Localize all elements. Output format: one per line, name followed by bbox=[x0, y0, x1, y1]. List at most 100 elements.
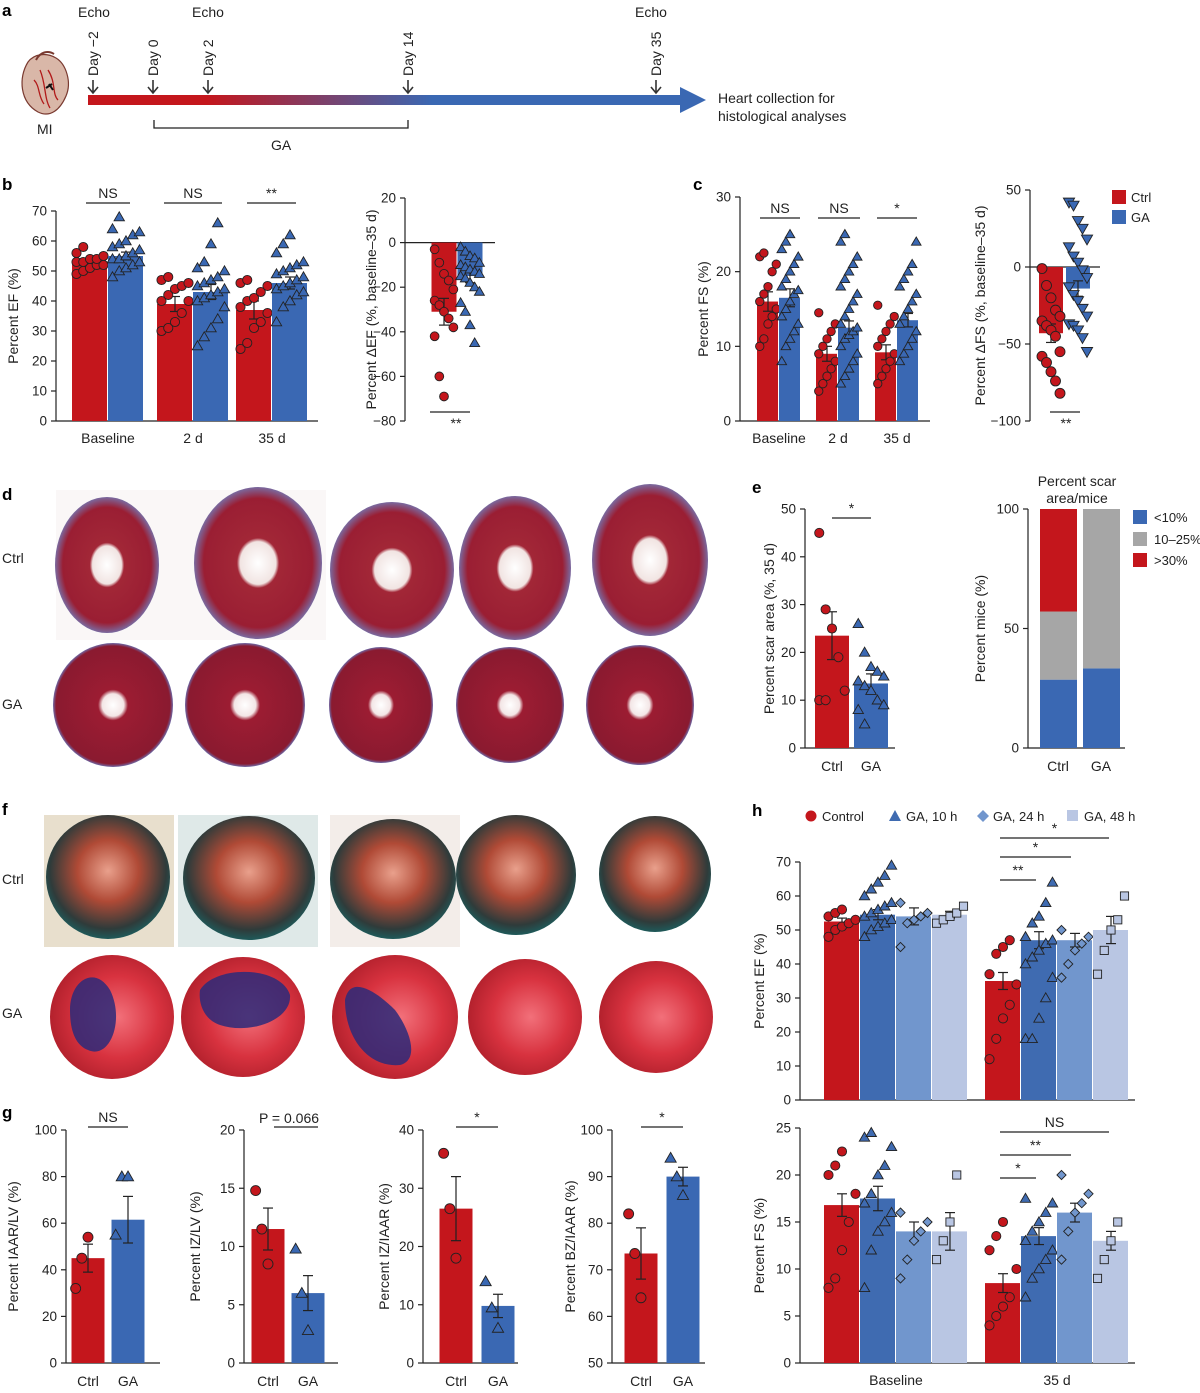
panel-label-a: a bbox=[2, 1, 12, 20]
h1-data-point bbox=[836, 904, 848, 915]
c1-data-point bbox=[776, 355, 788, 366]
c1-data-point bbox=[843, 303, 855, 313]
legend-e-swatch-1 bbox=[1133, 510, 1147, 524]
e2-stack-segment bbox=[1040, 509, 1077, 612]
b2-data-point bbox=[448, 322, 459, 333]
b2-data-point bbox=[439, 268, 449, 279]
e1-category-label: GA bbox=[861, 758, 882, 774]
c1-data-point bbox=[767, 267, 777, 277]
g4-y-tick-label: 80 bbox=[588, 1216, 603, 1231]
panel-label-e: e bbox=[752, 478, 761, 497]
h2-data-point bbox=[1056, 1169, 1067, 1181]
c1-data-point bbox=[851, 288, 863, 298]
e1-data-point bbox=[865, 684, 877, 695]
c1-data-point bbox=[822, 371, 832, 381]
b1-bar-ga bbox=[108, 256, 143, 421]
h2-data-point bbox=[997, 1216, 1009, 1228]
g3-y-axis-label: Percent IZ/IAAR (%) bbox=[376, 1183, 392, 1310]
h1-data-point bbox=[850, 914, 861, 925]
h2-data-point bbox=[931, 1255, 942, 1265]
h2-y-tick-label: 5 bbox=[783, 1309, 791, 1324]
c1-data-point bbox=[847, 355, 859, 366]
b2-data-point bbox=[473, 285, 486, 296]
h2-data-point bbox=[1092, 1273, 1103, 1283]
c1-data-point bbox=[894, 280, 906, 291]
b2-y-tick-label: −40 bbox=[373, 324, 396, 339]
chart-g4: 50 60 70 80 90 100 Percent BZ/IAAR (%) Ctrl GA * bbox=[562, 1109, 705, 1389]
h2-y-tick-label: 20 bbox=[776, 1168, 791, 1183]
e1-data-point bbox=[877, 698, 890, 710]
h2-data-point bbox=[922, 1216, 933, 1228]
day-label-2: Day 2 bbox=[200, 39, 216, 76]
e1-data-point bbox=[858, 679, 871, 691]
c2-data-point bbox=[1062, 282, 1076, 294]
e1-data-point bbox=[871, 694, 884, 705]
ttc-ctrl-heart-5 bbox=[599, 816, 711, 932]
c1-significance-label: * bbox=[894, 200, 900, 216]
b1-data-point bbox=[297, 270, 310, 282]
g2-y-tick-label: 0 bbox=[227, 1356, 235, 1371]
b2-data-point bbox=[443, 313, 454, 324]
c1-data-point bbox=[835, 340, 847, 351]
h2-y-tick-label: 10 bbox=[776, 1262, 791, 1277]
e2-stack-segment bbox=[1083, 668, 1120, 748]
c1-data-point bbox=[847, 258, 859, 269]
b1-bar-ga bbox=[272, 283, 307, 421]
c1-category-label: 35 d bbox=[883, 430, 910, 446]
legend-e-label-2: 10–25% bbox=[1154, 532, 1200, 547]
b1-y-tick-label: 10 bbox=[32, 384, 47, 399]
c1-significance-label: NS bbox=[770, 200, 789, 216]
h1-data-point bbox=[1063, 958, 1074, 970]
histology-ctrl-section-4 bbox=[459, 496, 571, 640]
c1-data-point bbox=[894, 355, 906, 366]
h2-data-point bbox=[1026, 1225, 1039, 1236]
chart-g3: 0 10 20 30 40 Percent IZ/IAAR (%) Ctrl GA * bbox=[376, 1109, 518, 1389]
c2-data-point bbox=[1071, 325, 1085, 337]
h2-data-point bbox=[830, 1273, 841, 1284]
h1-data-point bbox=[997, 1013, 1009, 1024]
c1-data-point bbox=[910, 288, 922, 298]
g2-data-point bbox=[256, 1223, 268, 1235]
e1-y-tick-label: 0 bbox=[788, 741, 796, 756]
e1-data-point bbox=[858, 718, 871, 729]
b1-data-point bbox=[211, 312, 224, 324]
ttc-ctrl-heart-2 bbox=[183, 816, 315, 940]
g4-y-tick-label: 60 bbox=[588, 1309, 603, 1324]
e2-stack-segment bbox=[1040, 611, 1077, 680]
c1-data-point bbox=[835, 236, 847, 246]
b2-data-point bbox=[454, 241, 467, 252]
h1-bar-ga-48-h bbox=[932, 914, 967, 1100]
h2-data-point bbox=[878, 1159, 891, 1170]
c1-data-point bbox=[851, 251, 863, 261]
g3-significance-label: * bbox=[474, 1109, 480, 1125]
h2-significance-label: NS bbox=[1045, 1114, 1064, 1130]
g1-y-tick-label: 20 bbox=[42, 1309, 57, 1324]
g1-data-point bbox=[82, 1231, 94, 1243]
b1-data-point bbox=[163, 271, 174, 283]
c1-data-point bbox=[822, 334, 832, 344]
h1-data-point bbox=[902, 917, 913, 929]
c2-data-point bbox=[1067, 290, 1080, 302]
histology-ga-section-2 bbox=[185, 643, 305, 767]
c2-data-point bbox=[1050, 330, 1061, 342]
h1-bar-ga-10-h bbox=[860, 914, 895, 1100]
h2-data-point bbox=[1039, 1253, 1052, 1264]
b1-data-point bbox=[78, 241, 89, 253]
b1-data-point bbox=[163, 322, 174, 334]
b1-data-point bbox=[133, 243, 146, 255]
h2-data-point bbox=[1004, 1292, 1015, 1303]
h2-data-point bbox=[878, 1215, 891, 1227]
c2-data-point bbox=[1076, 303, 1089, 316]
legend-h-ga24-label: GA, 24 h bbox=[993, 809, 1044, 824]
histology-ctrl-section-1 bbox=[55, 497, 159, 633]
g2-data-point bbox=[295, 1286, 309, 1298]
e1-y-tick-label: 40 bbox=[781, 549, 796, 564]
c1-y-tick-label: 20 bbox=[716, 264, 731, 279]
b2-data-point bbox=[473, 267, 486, 278]
ga-bracket bbox=[153, 120, 409, 129]
h1-data-point bbox=[1026, 1032, 1039, 1044]
h2-data-point bbox=[984, 1320, 995, 1331]
g3-data-point bbox=[450, 1252, 462, 1264]
g3-y-tick-label: 20 bbox=[399, 1239, 414, 1254]
chart-b1: 0 10 20 30 40 50 60 70 Percent EF (%) Baseline 2 d… bbox=[5, 185, 318, 446]
